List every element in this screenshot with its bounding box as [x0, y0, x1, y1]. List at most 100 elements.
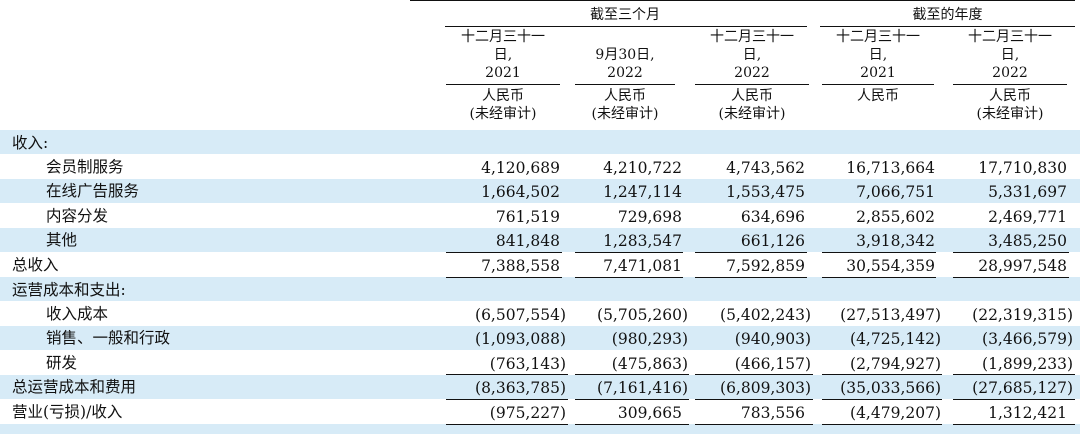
table-cell: 761,519 [495, 208, 560, 226]
table-cell: 2,469,771 [988, 208, 1067, 226]
table-cell: (975,227) [489, 404, 566, 422]
table-cell: 783,556 [740, 404, 805, 422]
total-rule [695, 399, 813, 400]
col-date-line1: 十二月三十一 [461, 29, 545, 45]
row-label: 销售、一般和行政 [46, 329, 171, 347]
col-currency: 人民币 [446, 84, 560, 105]
table-cell: 16,713,664 [846, 159, 935, 177]
table-cell: (35,033,566) [840, 379, 941, 397]
row-band [0, 179, 1080, 203]
col-currency: 人民币 [695, 84, 809, 105]
col-currency: 人民币 [822, 84, 934, 105]
col-currency: 人民币 [953, 84, 1067, 105]
table-cell: (2,794,927) [850, 355, 941, 373]
total-rule [822, 399, 942, 400]
total-rule [695, 277, 807, 278]
col-note: (未经审计) [469, 106, 537, 122]
row-label: 总收入 [12, 256, 59, 274]
col-note: (未经审计) [718, 106, 786, 122]
row-label: 收入成本 [46, 305, 109, 323]
table-cell: (466,157) [734, 355, 811, 373]
table-cell: (1,093,088) [475, 330, 566, 348]
row-label: 其他 [46, 231, 78, 249]
subtotal-rule [575, 252, 683, 253]
col-date-line1: 十二月三十一 [710, 29, 794, 45]
column-header: 十二月三十一 日, 2021 人民币 [822, 28, 934, 105]
table-cell: 1,247,114 [603, 183, 682, 201]
table-cell: (6,507,554) [475, 306, 566, 324]
total-rule [446, 277, 562, 278]
row-label: 总运营成本和费用 [12, 378, 137, 396]
col-currency: 人民币 [575, 84, 675, 105]
subtotal-rule [953, 374, 1075, 375]
table-cell: 2,855,602 [856, 208, 935, 226]
table-cell: 1,553,475 [726, 183, 805, 201]
table-cell: 17,710,830 [978, 159, 1067, 177]
table-cell: (763,143) [489, 355, 566, 373]
col-date-line2: 9月30日, [595, 47, 655, 63]
table-cell: 7,592,859 [726, 257, 805, 275]
table-cell: (27,513,497) [840, 306, 941, 324]
table-cell: (980,293) [611, 330, 688, 348]
subtotal-rule [822, 374, 942, 375]
col-year: 2022 [734, 65, 770, 81]
table-cell: (6,809,303) [720, 379, 811, 397]
table-cell: 7,471,081 [603, 257, 682, 275]
table-cell: 309,665 [617, 404, 682, 422]
total-rule [822, 424, 942, 425]
group-rule-three-months [445, 26, 807, 27]
top-rule [410, 0, 1075, 1]
table-cell: (7,161,416) [597, 379, 688, 397]
table-cell: 5,331,697 [988, 183, 1067, 201]
col-note: (未经审计) [591, 106, 659, 122]
group-header-year: 截至的年度 [912, 7, 983, 23]
table-cell: (1,899,233) [982, 355, 1073, 373]
table-cell: (475,863) [611, 355, 688, 373]
row-band [0, 228, 1080, 252]
subtotal-rule [695, 374, 813, 375]
total-rule [575, 424, 689, 425]
table-cell: (5,402,243) [720, 306, 811, 324]
col-date-line2: 日, [1000, 47, 1020, 63]
row-band [0, 277, 1080, 301]
subtotal-rule [695, 252, 807, 253]
col-year: 2022 [992, 65, 1028, 81]
subtotal-rule [575, 374, 689, 375]
table-cell: 3,485,250 [988, 232, 1067, 250]
total-rule [575, 277, 683, 278]
subtotal-rule [446, 374, 568, 375]
col-date-line2: 日, [742, 47, 762, 63]
table-cell: (940,903) [734, 330, 811, 348]
section-label: 运营成本和支出: [12, 281, 126, 299]
col-year: 2021 [485, 65, 521, 81]
table-cell: 28,997,548 [978, 257, 1067, 275]
table-cell: (22,319,315) [972, 306, 1073, 324]
table-cell: 634,696 [740, 208, 805, 226]
total-rule [695, 424, 813, 425]
col-date-line1: 十二月三十一 [836, 29, 920, 45]
row-band [0, 326, 1080, 350]
col-date-line2: 日, [493, 47, 513, 63]
row-label: 在线广告服务 [46, 182, 140, 200]
table-cell: (5,705,260) [597, 306, 688, 324]
row-label: 研发 [46, 354, 78, 372]
table-cell: 841,848 [495, 232, 560, 250]
col-date-line2: 日, [868, 47, 888, 63]
row-band [0, 375, 1080, 399]
column-header: 十二月三十一 日, 2022 人民币 (未经审计) [953, 28, 1067, 123]
table-cell: (27,685,127) [972, 379, 1073, 397]
subtotal-rule [953, 252, 1069, 253]
group-header-three-months: 截至三个月 [590, 7, 660, 23]
total-rule [953, 277, 1069, 278]
group-rule-year [820, 26, 1075, 27]
table-cell: 7,388,558 [481, 257, 560, 275]
col-date-line1 [575, 28, 675, 46]
column-header: 十二月三十一 日, 2021 人民币 (未经审计) [446, 28, 560, 123]
col-year: 2021 [860, 65, 896, 81]
table-cell: 1,312,421 [988, 404, 1067, 422]
total-rule [822, 277, 936, 278]
table-cell: 1,664,502 [481, 183, 560, 201]
table-cell: (3,466,579) [982, 330, 1073, 348]
table-cell: 1,283,547 [603, 232, 682, 250]
row-label: 会员制服务 [46, 158, 124, 176]
